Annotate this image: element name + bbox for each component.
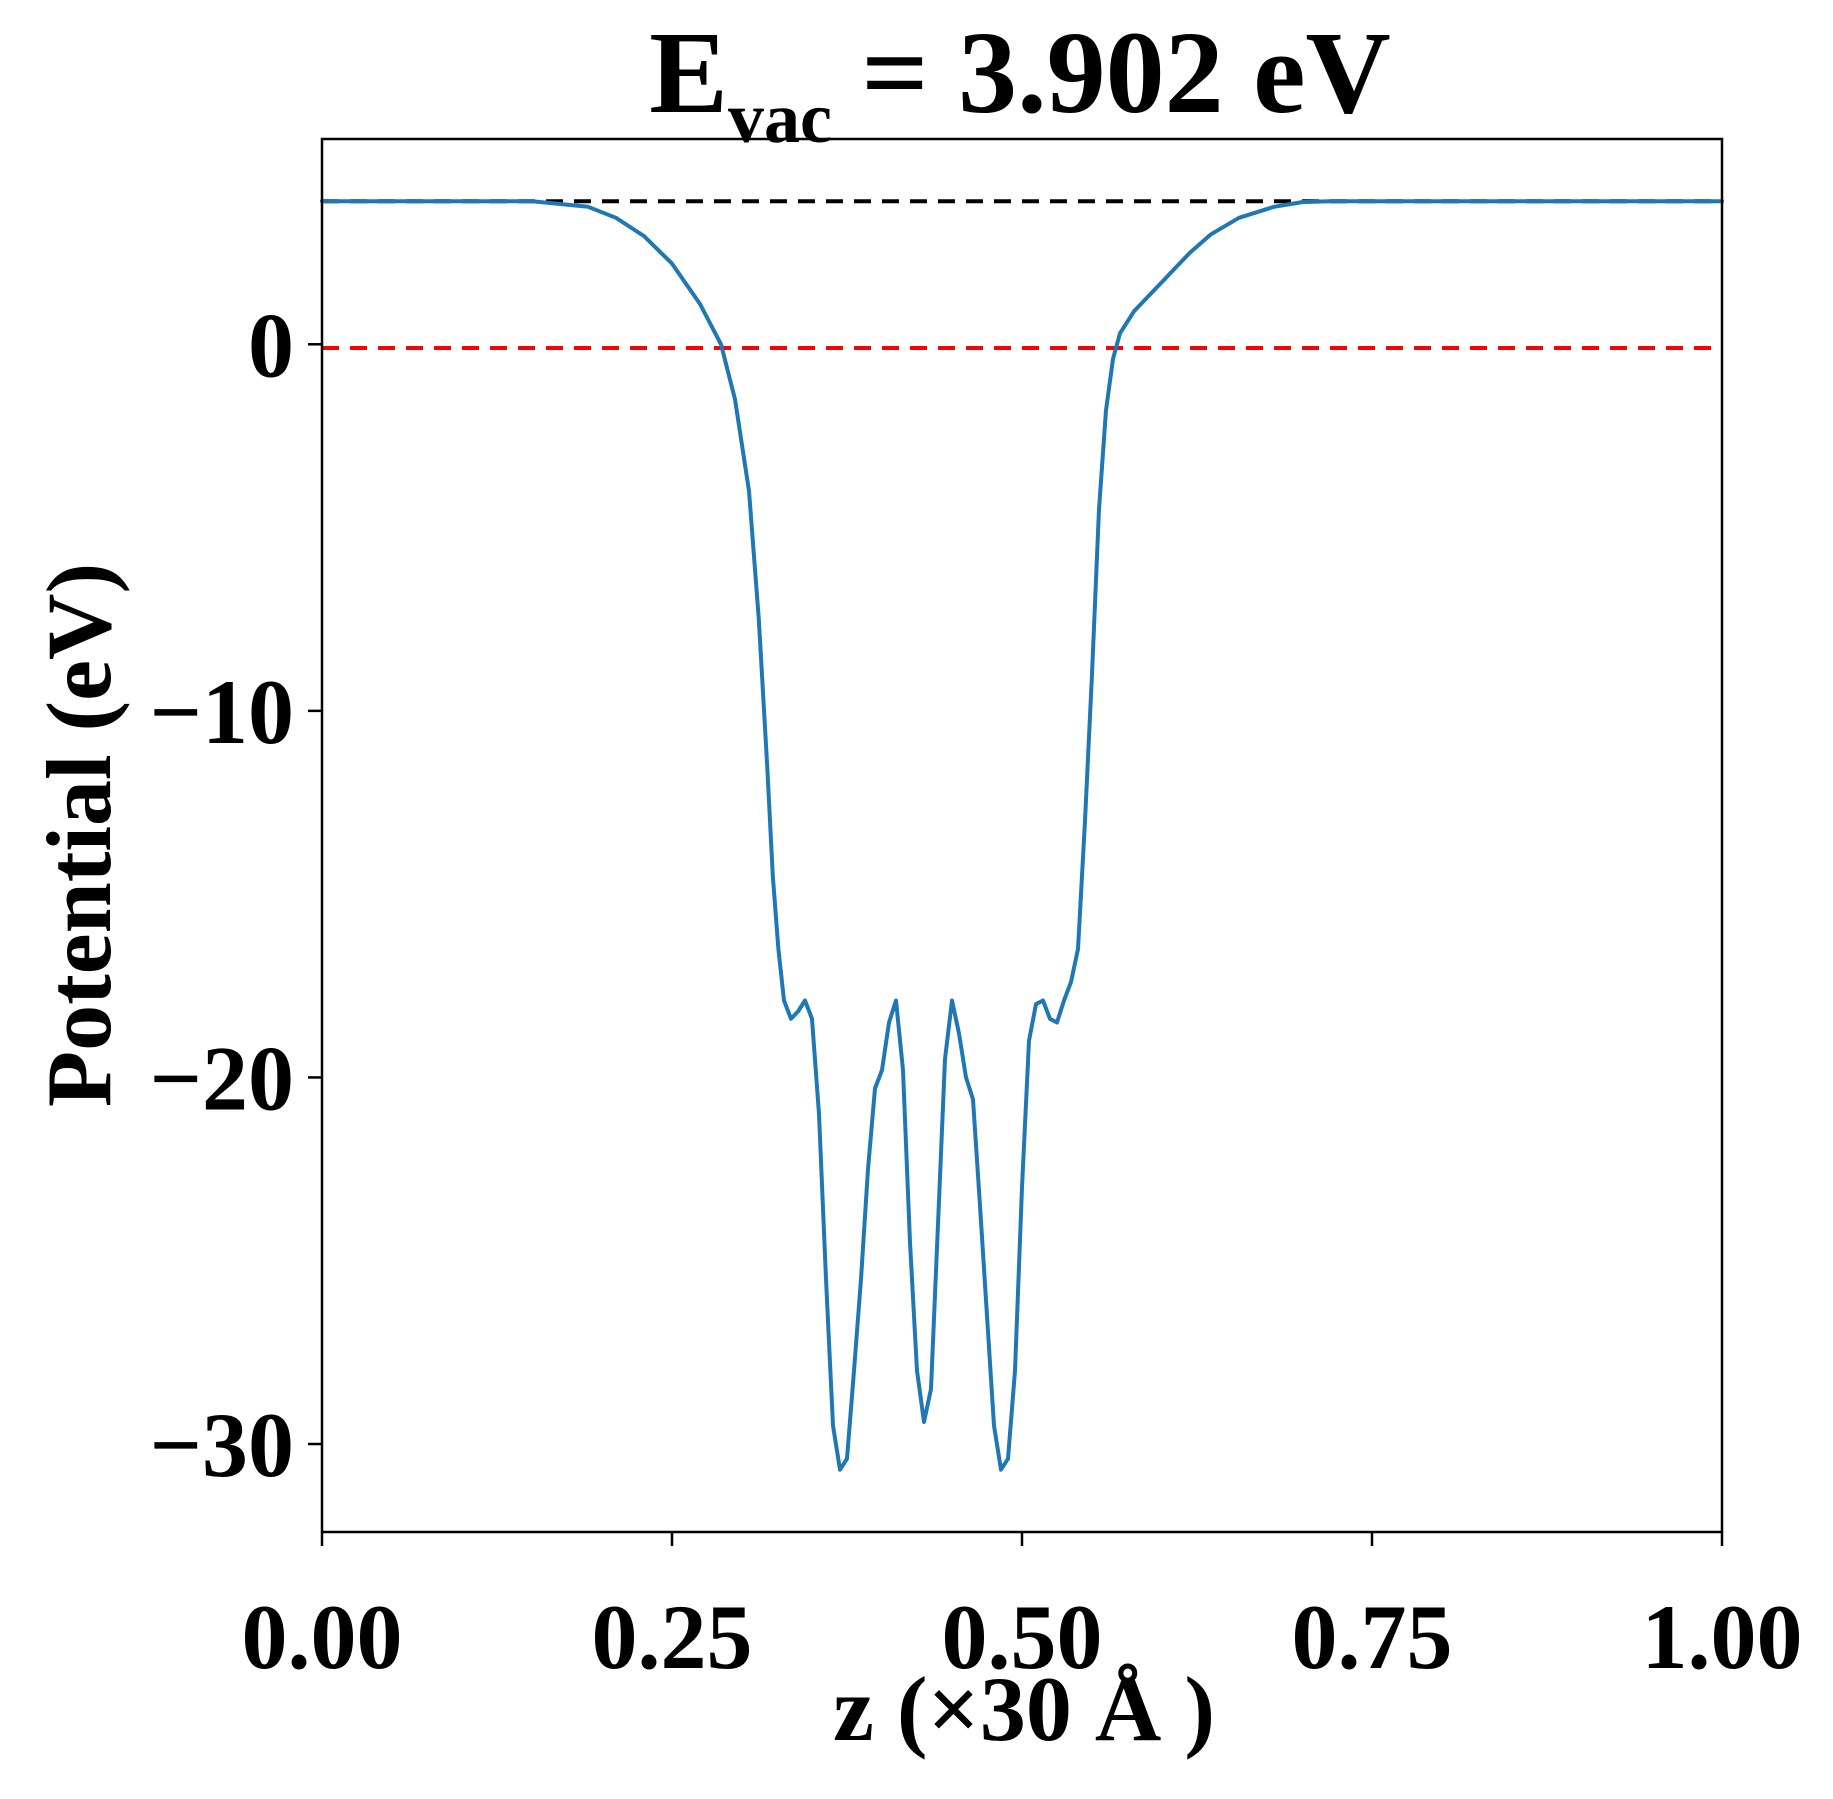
y-tick-label: −10 bbox=[150, 661, 294, 763]
axes: 0.00 0.25 0.50 0.75 1.00 0 −10 −20 −30 bbox=[150, 137, 1803, 1688]
chart-title: Evac = 3.902 eV bbox=[649, 7, 1391, 158]
chart-title-rest: = 3.902 eV bbox=[832, 7, 1391, 138]
x-tick-label: 0.75 bbox=[1292, 1586, 1453, 1688]
y-axis-label: Potential (eV) bbox=[28, 563, 130, 1107]
potential-line bbox=[320, 199, 1724, 1472]
y-tick-label: −30 bbox=[150, 1394, 294, 1496]
x-tick-label: 0.50 bbox=[942, 1586, 1103, 1688]
y-tick-label: 0 bbox=[248, 294, 294, 396]
chart-title-main: E bbox=[649, 7, 728, 138]
plot-area bbox=[320, 199, 1724, 1472]
x-axis-label: z (×30 Å ) bbox=[833, 1658, 1215, 1760]
chart-title-subscript: vac bbox=[728, 78, 832, 158]
chart-title-text: Evac = 3.902 eV bbox=[649, 7, 1391, 158]
x-tick-label: 1.00 bbox=[1642, 1586, 1803, 1688]
x-tick-label: 0.00 bbox=[242, 1586, 403, 1688]
y-tick-label: −20 bbox=[150, 1027, 294, 1129]
x-tick-label: 0.25 bbox=[592, 1586, 753, 1688]
